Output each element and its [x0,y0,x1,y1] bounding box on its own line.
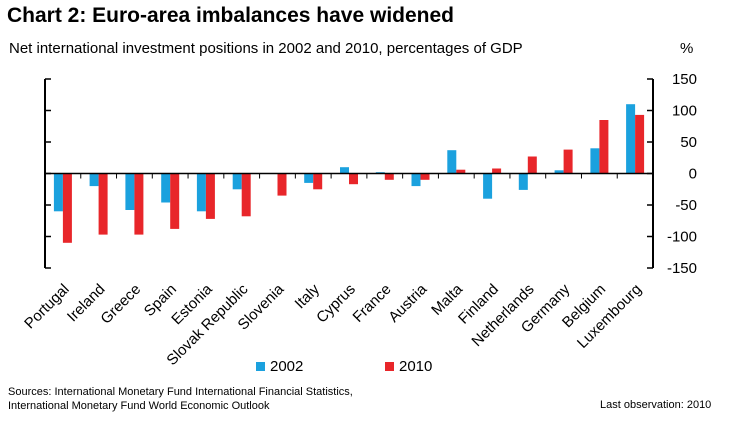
bars-group [53,104,645,243]
bar-2010 [420,173,430,180]
bar-2002 [340,167,349,174]
bar-2002 [232,173,242,190]
chart-title: Chart 2: Euro-area imbalances have widen… [7,4,454,27]
bar-2002 [626,104,636,174]
bar-2010 [599,120,609,174]
sources-note: Sources: International Monetary Fund Int… [8,385,353,413]
bar-2002 [304,173,314,183]
x-tick-label: France [350,281,395,326]
legend-item-2002: 2002 [256,358,303,375]
y-tick-label: 100 [672,103,697,120]
legend-swatch-2010 [385,362,394,371]
legend-label-2010: 2010 [399,358,433,375]
bar-2010 [205,173,215,219]
x-tick-label: Austria [385,280,430,325]
y-tick-label: 150 [672,71,697,88]
bar-2010 [456,169,466,174]
x-tick-label: Italy [292,280,324,312]
bar-2010 [277,173,287,196]
bar-2002 [196,173,206,212]
last-observation-note: Last observation: 2010 [600,399,712,411]
bar-2002 [53,173,63,212]
bar-2010 [349,173,358,185]
bar-2010 [170,173,180,229]
bar-2010 [384,173,394,180]
bar-2010 [527,156,537,174]
axes-group [44,78,654,269]
y-tick-label: 0 [689,166,697,183]
bar-2002 [411,173,421,187]
bar-2010 [492,168,502,174]
bar-2010 [62,173,72,243]
y-axis-unit: % [680,40,694,57]
x-tick-label: Portugal [21,281,73,333]
bar-2002 [89,173,99,187]
sources-line-1: Sources: International Monetary Fund Int… [8,386,353,398]
bar-2002 [161,173,171,203]
x-tick-label: Greece [97,281,144,328]
bar-2002 [125,173,135,210]
y-tick-labels: 150 100 50 0 -50 -100 -150 [667,71,697,277]
y-tick-label: 50 [680,134,697,151]
sources-line-2: International Monetary Fund World Econom… [8,400,270,412]
legend-swatch-2002 [256,362,265,371]
bar-2010 [134,173,144,235]
bar-2002 [590,148,600,174]
bar-2002 [518,173,528,190]
bar-2010 [635,114,645,174]
y-tick-label: -150 [667,260,697,277]
x-tick-labels: PortugalIrelandGreeceSpainEstoniaSlovak … [21,280,645,369]
y-tick-label: -100 [667,229,697,246]
legend-item-2010: 2010 [385,358,432,375]
y-tick-label: -50 [675,197,697,214]
x-tick-label: Cyprus [313,281,359,327]
bar-2002 [554,170,564,174]
bar-2002 [483,173,493,199]
bar-2010 [313,173,323,190]
legend-label-2002: 2002 [270,358,304,375]
bar-2010 [241,173,251,217]
bar-2002 [447,150,457,174]
chart-subtitle: Net international investment positions i… [9,40,523,57]
bar-2010 [98,173,108,235]
bar-2010 [563,149,573,174]
